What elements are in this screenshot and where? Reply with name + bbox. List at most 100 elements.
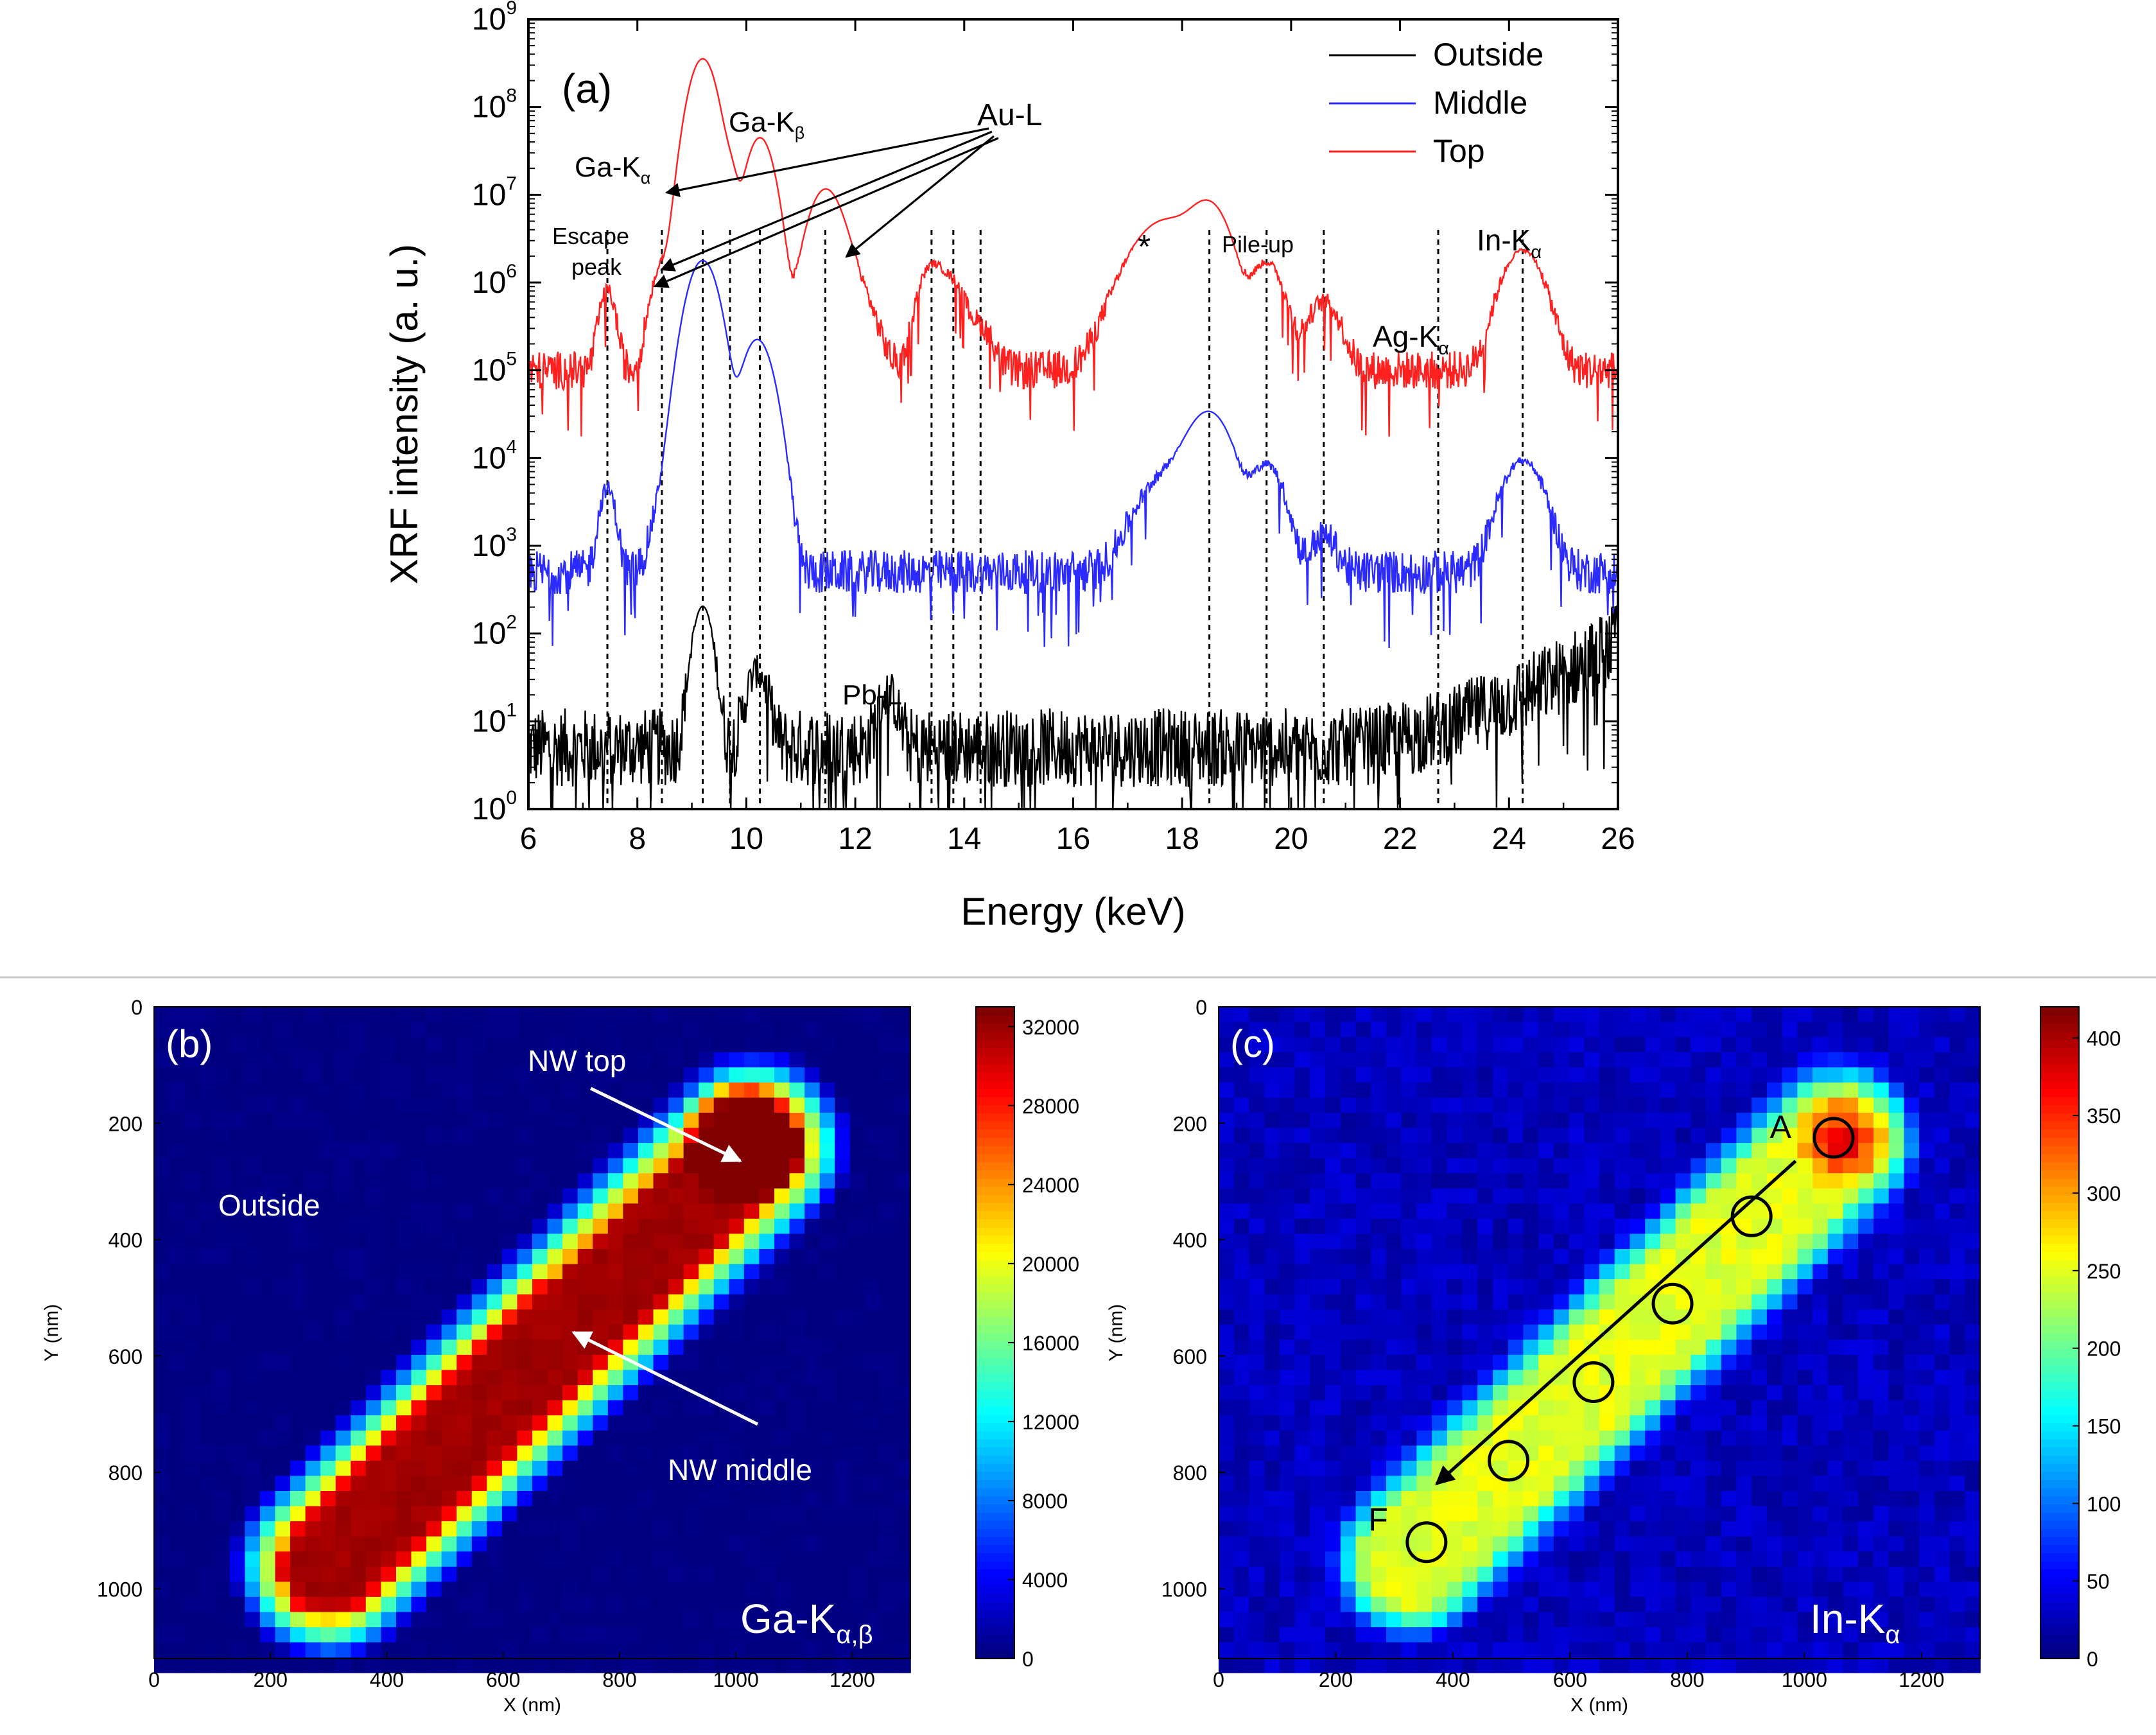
heatmap-cell bbox=[577, 1294, 594, 1311]
heatmap-cell bbox=[1706, 1128, 1722, 1144]
heatmap-cell bbox=[1477, 1143, 1493, 1159]
heatmap-cell bbox=[351, 1128, 367, 1144]
heatmap-cell bbox=[214, 1596, 230, 1613]
heatmap-cell bbox=[1584, 1642, 1600, 1658]
colorbar-segment bbox=[2040, 1560, 2079, 1570]
heatmap-cell bbox=[1340, 1294, 1357, 1311]
heatmap-cell bbox=[411, 1022, 427, 1038]
heatmap-cell bbox=[743, 1596, 760, 1613]
heatmap-cell bbox=[487, 1506, 503, 1522]
heatmap-cell bbox=[789, 1218, 805, 1235]
heatmap-cell bbox=[1325, 1566, 1341, 1583]
heatmap-cell bbox=[1386, 1052, 1402, 1068]
heatmap-cell bbox=[804, 1203, 821, 1219]
heatmap-cell bbox=[245, 1218, 261, 1235]
colorbar-segment bbox=[2040, 1454, 2079, 1464]
heatmap-cell bbox=[1782, 1491, 1798, 1507]
heatmap-cell bbox=[1965, 1128, 1981, 1144]
heatmap-cell bbox=[653, 1279, 669, 1295]
heatmap-cell bbox=[1766, 1067, 1783, 1083]
heatmap-cell bbox=[1432, 1612, 1448, 1628]
heatmap-cell bbox=[1508, 1566, 1524, 1583]
heatmap-cell bbox=[729, 1188, 745, 1205]
heatmap-cell bbox=[1508, 1007, 1524, 1023]
heatmap-cell bbox=[1553, 1657, 1570, 1673]
heatmap-cell bbox=[532, 1112, 548, 1129]
heatmap-cell bbox=[184, 1551, 200, 1567]
colorbar-segment bbox=[976, 1186, 1014, 1195]
heatmap-cell bbox=[426, 1007, 442, 1023]
heatmap-cell bbox=[668, 1657, 684, 1673]
heatmap-cell bbox=[880, 1400, 896, 1416]
heatmap-cell bbox=[517, 1476, 533, 1492]
heatmap-cell bbox=[1508, 1188, 1524, 1205]
heatmap-cell bbox=[1645, 1007, 1661, 1023]
heatmap-cell bbox=[1233, 1022, 1250, 1038]
heatmap-cell bbox=[351, 1521, 367, 1537]
heatmap-cell bbox=[381, 1082, 397, 1099]
heatmap-cell bbox=[1645, 1612, 1661, 1628]
heatmap-cell bbox=[743, 1642, 760, 1658]
heatmap-cell bbox=[1843, 1354, 1859, 1371]
heatmap-cell bbox=[1462, 1324, 1478, 1341]
heatmap-cell bbox=[759, 1445, 775, 1461]
heatmap-cell bbox=[1310, 1203, 1326, 1219]
heatmap-cell bbox=[1325, 1582, 1341, 1598]
heatmap-cell bbox=[638, 1491, 654, 1507]
heatmap-cell bbox=[199, 1112, 216, 1129]
heatmap-cell bbox=[653, 1612, 669, 1628]
heatmap-cell bbox=[1645, 1324, 1661, 1341]
heatmap-cell bbox=[774, 1566, 790, 1583]
heatmap-cell bbox=[729, 1385, 745, 1401]
heatmap-cell bbox=[1219, 1400, 1235, 1416]
colorbar-segment bbox=[2040, 1153, 2079, 1163]
heatmap-cell bbox=[1233, 1566, 1250, 1583]
heatmap-cell bbox=[1904, 1022, 1920, 1038]
heatmap-cell bbox=[1843, 1506, 1859, 1522]
heatmap-cell bbox=[1965, 1385, 1981, 1401]
heatmap-cell bbox=[1630, 1188, 1646, 1205]
heatmap-cell bbox=[1813, 1551, 1829, 1567]
heatmap-cell bbox=[471, 1249, 488, 1265]
heatmap-cell bbox=[835, 1370, 851, 1386]
heatmap-cell bbox=[1279, 1627, 1296, 1643]
heatmap-cell bbox=[1858, 1203, 1874, 1219]
heatmap-cell bbox=[1766, 1596, 1783, 1613]
heatmap-cell bbox=[471, 1476, 488, 1492]
heatmap-cell bbox=[593, 1642, 609, 1658]
heatmap-cell bbox=[275, 1188, 291, 1205]
heatmap-cell bbox=[774, 1445, 790, 1461]
heatmap-cell bbox=[471, 1188, 488, 1205]
heatmap-cell bbox=[865, 1642, 881, 1658]
heatmap-cell bbox=[1432, 1415, 1448, 1431]
heatmap-cell bbox=[1599, 1112, 1615, 1129]
heatmap-cell bbox=[1355, 1491, 1371, 1507]
heatmap-cell bbox=[1569, 1249, 1585, 1265]
heatmap-cell bbox=[1523, 1415, 1539, 1431]
heatmap-cell bbox=[351, 1612, 367, 1628]
heatmap-cell bbox=[1233, 1234, 1250, 1250]
heatmap-cell bbox=[865, 1339, 881, 1356]
heatmap-cell bbox=[1508, 1642, 1524, 1658]
colorbar-segment bbox=[976, 1463, 1014, 1472]
heatmap-cell bbox=[1766, 1582, 1783, 1598]
heatmap-cell bbox=[199, 1370, 216, 1386]
heatmap-cell bbox=[804, 1097, 821, 1113]
heatmap-cell bbox=[683, 1249, 699, 1265]
heatmap-cell bbox=[259, 1400, 276, 1416]
heatmap-cell bbox=[1934, 1097, 1951, 1113]
colorbar-segment bbox=[2040, 1137, 2079, 1146]
heatmap-cell bbox=[154, 1445, 170, 1461]
heatmap-cell bbox=[335, 1627, 352, 1643]
heatmap-cell bbox=[1858, 1460, 1874, 1477]
heatmap-cell bbox=[229, 1158, 246, 1174]
heatmap-cell bbox=[804, 1052, 821, 1068]
heatmap-cell bbox=[532, 1294, 548, 1311]
heatmap-cell bbox=[184, 1612, 200, 1628]
heatmap-cell bbox=[320, 1188, 336, 1205]
heatmap-cell bbox=[1752, 1324, 1768, 1341]
heatmap-cell bbox=[1279, 1082, 1296, 1099]
heatmap-cell bbox=[320, 1173, 336, 1189]
heatmap-cell bbox=[471, 1128, 488, 1144]
heatmap-cell bbox=[1614, 1476, 1631, 1492]
